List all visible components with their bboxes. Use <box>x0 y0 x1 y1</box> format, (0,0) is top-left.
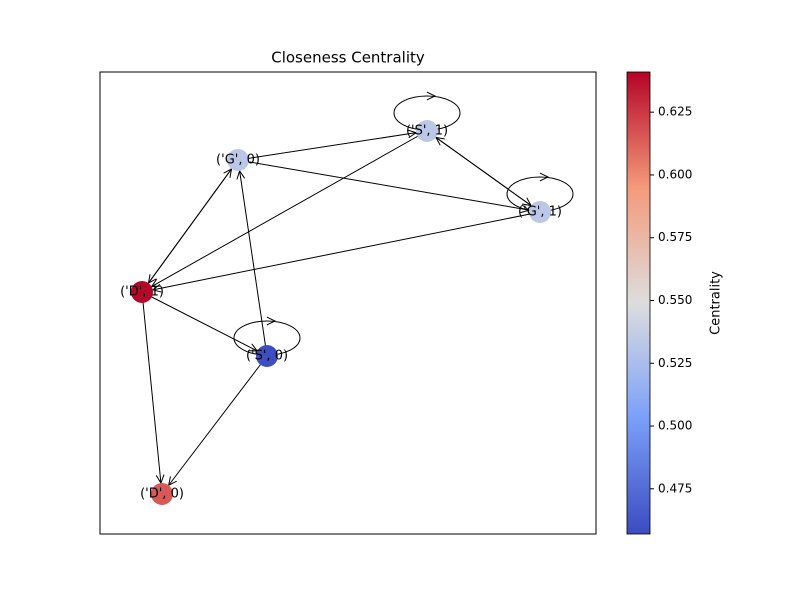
node <box>151 483 173 505</box>
colorbar-tick-label: 0.475 <box>658 481 692 495</box>
arrow-head <box>266 316 277 326</box>
colorbar-label: Centrality <box>709 271 724 335</box>
edge <box>237 159 530 211</box>
nodes: ('G', 0) ('S', 1) ('G', 1) ('D', 1) ('S', 0)… <box>120 120 562 505</box>
colorbar-tick-label: 0.575 <box>658 230 692 244</box>
node-label: ('D', 1) <box>120 285 164 300</box>
colorbar-tick-label: 0.550 <box>658 293 692 307</box>
edge <box>141 291 258 352</box>
arrow-head <box>407 129 418 139</box>
edge <box>151 130 428 288</box>
arrow-head <box>426 91 437 101</box>
node <box>256 345 278 367</box>
node <box>416 120 438 142</box>
node-label: ('S', 1) <box>406 124 448 139</box>
colorbar-tick-label: 0.500 <box>658 419 692 433</box>
colorbar-tick-label: 0.600 <box>658 167 692 181</box>
edges <box>141 91 574 487</box>
node-label: ('G', 1) <box>518 205 562 220</box>
title: Closeness Centrality <box>271 49 425 67</box>
edge <box>141 291 162 484</box>
edge <box>239 170 268 357</box>
arrow-head <box>167 476 177 487</box>
colorbar-tick-label: 0.625 <box>658 105 692 119</box>
node <box>131 281 153 303</box>
arrow-head <box>236 169 246 180</box>
edge <box>152 211 541 291</box>
edge <box>237 132 417 161</box>
edge <box>148 159 239 284</box>
node-label: ('D', 0) <box>140 487 184 502</box>
edge <box>435 137 541 213</box>
node <box>227 149 249 171</box>
edge <box>168 355 268 486</box>
node-label: ('G', 0) <box>216 153 260 168</box>
colorbar-tick-label: 0.525 <box>658 356 692 370</box>
node-label: ('S', 0) <box>246 349 288 364</box>
arrow-head <box>539 172 550 182</box>
colorbar <box>626 71 651 535</box>
plot-frame <box>99 71 597 535</box>
node <box>529 201 551 223</box>
